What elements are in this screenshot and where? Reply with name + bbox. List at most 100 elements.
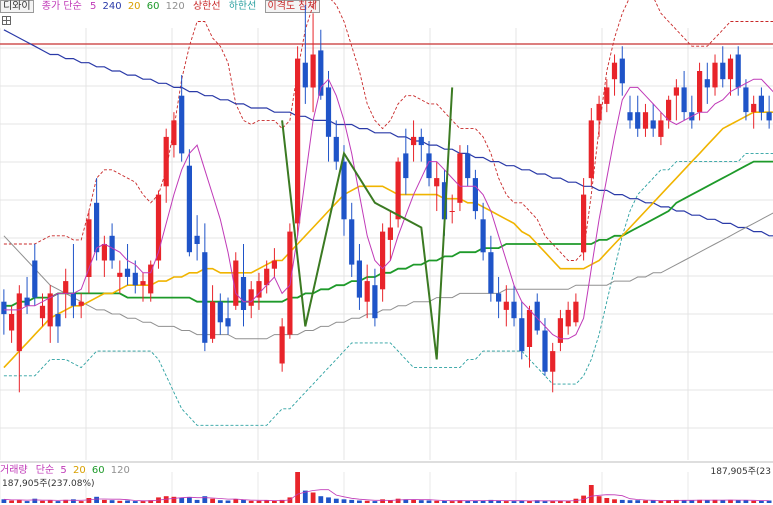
volume-bar bbox=[565, 501, 571, 503]
candle-body bbox=[403, 153, 409, 179]
volume-bar bbox=[256, 500, 262, 503]
candle-body bbox=[86, 219, 92, 277]
volume-bar bbox=[442, 500, 447, 503]
candle-body bbox=[480, 219, 486, 253]
candle-body bbox=[356, 260, 362, 298]
volume-bar bbox=[24, 501, 30, 503]
volume-bar bbox=[627, 500, 633, 503]
candle-body bbox=[697, 71, 703, 113]
candle-body bbox=[565, 309, 571, 327]
volume-bar bbox=[78, 501, 84, 503]
candle-body bbox=[534, 301, 540, 331]
volume-bar bbox=[16, 499, 22, 503]
candle-body bbox=[171, 120, 177, 146]
volume-bar bbox=[302, 490, 308, 503]
ma-label: 종가 단순 bbox=[41, 1, 82, 12]
disparity-tag[interactable]: 이격도 침체 bbox=[264, 0, 320, 13]
candle-body bbox=[588, 120, 594, 179]
volume-bar bbox=[550, 501, 556, 503]
candle-body bbox=[1, 301, 7, 315]
volume-bar bbox=[480, 500, 486, 503]
candle-body bbox=[720, 62, 726, 80]
volume-bar bbox=[635, 500, 641, 503]
volume-bar bbox=[187, 497, 192, 503]
volume-bar bbox=[318, 496, 324, 503]
candle-body bbox=[758, 95, 764, 113]
candle-body bbox=[179, 95, 185, 154]
candle-body bbox=[186, 165, 192, 253]
volume-bar bbox=[712, 499, 718, 503]
candle-body bbox=[573, 301, 579, 323]
volume-bar bbox=[272, 500, 277, 503]
candle-body bbox=[542, 330, 548, 372]
candle-body bbox=[449, 211, 455, 212]
candle-body bbox=[372, 285, 378, 319]
volume-bar bbox=[310, 492, 316, 503]
candle-body bbox=[194, 235, 200, 244]
candle-body bbox=[441, 182, 448, 220]
candle-body bbox=[32, 260, 38, 298]
volume-bar bbox=[132, 501, 138, 503]
upper-band-line bbox=[3, 0, 773, 261]
candle-body bbox=[666, 99, 672, 121]
candle-body bbox=[604, 87, 610, 104]
volume-bar bbox=[63, 499, 69, 503]
volume-bar bbox=[102, 499, 107, 503]
candle-body bbox=[519, 318, 525, 352]
candle-body bbox=[735, 54, 741, 88]
volume-bar bbox=[264, 500, 270, 503]
candle-body bbox=[642, 112, 649, 129]
volume-bar bbox=[527, 500, 532, 503]
volume-bar bbox=[40, 500, 45, 503]
candle-body bbox=[271, 260, 277, 269]
ma60-line bbox=[3, 160, 773, 307]
candle-body bbox=[619, 58, 625, 84]
volume-bar bbox=[372, 501, 378, 503]
volume-ma-label: 단순 bbox=[35, 465, 55, 476]
volume-bar bbox=[534, 500, 540, 503]
candle-body bbox=[47, 293, 53, 327]
candle-body bbox=[155, 194, 162, 261]
candle-body bbox=[704, 79, 710, 88]
candle-body bbox=[140, 281, 146, 286]
volume-bar bbox=[171, 496, 177, 503]
volume-bar bbox=[140, 501, 146, 503]
volume-bar bbox=[650, 500, 656, 503]
volume-bar bbox=[604, 498, 610, 503]
lower-band-label: 하한선 bbox=[228, 1, 257, 12]
volume-title: 거래량 bbox=[0, 465, 28, 476]
volume-bar bbox=[674, 499, 679, 503]
volume-bar bbox=[434, 500, 440, 503]
candle-body bbox=[163, 136, 169, 187]
candle-body bbox=[650, 120, 656, 129]
volume-bar bbox=[32, 498, 38, 503]
candle-body bbox=[63, 281, 69, 294]
ma240-label: 240 bbox=[102, 1, 122, 12]
volume-bar bbox=[225, 500, 231, 503]
volume-bar bbox=[380, 499, 385, 503]
candle-body bbox=[380, 231, 386, 290]
candle-body bbox=[511, 301, 517, 319]
volume-bar bbox=[86, 498, 92, 503]
volume-bar bbox=[295, 472, 300, 503]
volume-ma20-label: 20 bbox=[72, 465, 86, 476]
ma5-label: 5 bbox=[89, 1, 97, 12]
candle-body bbox=[55, 314, 61, 327]
ma20-label: 20 bbox=[127, 1, 141, 12]
volume-bar bbox=[364, 500, 370, 503]
candle-body bbox=[426, 153, 432, 179]
candle-body bbox=[24, 297, 30, 306]
candle-body bbox=[635, 112, 641, 129]
grid-toggle-icon[interactable] bbox=[2, 16, 11, 25]
ma20-line bbox=[3, 111, 773, 369]
candle-body bbox=[217, 301, 223, 323]
volume-bar bbox=[388, 500, 393, 503]
volume-bar bbox=[488, 499, 494, 503]
candle-body bbox=[248, 289, 254, 306]
stock-name-tag[interactable]: 디와이 bbox=[0, 0, 34, 13]
candle-body bbox=[302, 62, 308, 88]
price-legend: 디와이 종가 단순 5 240 20 60 120 상한선 하한선 이격도 침체 bbox=[0, 0, 325, 14]
volume-bar bbox=[751, 500, 757, 503]
candle-body bbox=[434, 178, 440, 187]
